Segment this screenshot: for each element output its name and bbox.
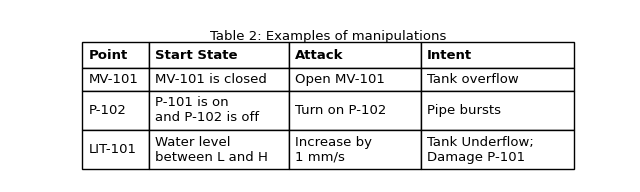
- Bar: [289, 69, 421, 91]
- Bar: [148, 69, 289, 91]
- Bar: [421, 69, 573, 91]
- Bar: [289, 91, 421, 130]
- Bar: [421, 91, 573, 130]
- Text: MV-101: MV-101: [88, 73, 138, 86]
- Text: Water level
between L and H: Water level between L and H: [155, 136, 268, 164]
- Bar: [83, 91, 148, 130]
- Text: MV-101 is closed: MV-101 is closed: [155, 73, 267, 86]
- Text: Pipe bursts: Pipe bursts: [428, 104, 501, 117]
- Text: Tank Underflow;
Damage P-101: Tank Underflow; Damage P-101: [428, 136, 534, 164]
- Text: LIT-101: LIT-101: [88, 143, 136, 156]
- Bar: [421, 130, 573, 169]
- Bar: [83, 130, 148, 169]
- Text: P-101 is on
and P-102 is off: P-101 is on and P-102 is off: [155, 96, 259, 124]
- Text: Open MV-101: Open MV-101: [294, 73, 385, 86]
- Bar: [148, 91, 289, 130]
- Text: Tank overflow: Tank overflow: [428, 73, 519, 86]
- Bar: [289, 42, 421, 69]
- Text: Attack: Attack: [294, 49, 343, 62]
- Text: Increase by
1 mm/s: Increase by 1 mm/s: [294, 136, 372, 164]
- Text: P-102: P-102: [88, 104, 126, 117]
- Text: Intent: Intent: [428, 49, 472, 62]
- Bar: [421, 42, 573, 69]
- Text: Table 2: Examples of manipulations: Table 2: Examples of manipulations: [210, 30, 446, 43]
- Bar: [83, 42, 148, 69]
- Text: Start State: Start State: [155, 49, 237, 62]
- Bar: [83, 69, 148, 91]
- Bar: [148, 42, 289, 69]
- Text: Point: Point: [88, 49, 128, 62]
- Bar: [148, 130, 289, 169]
- Text: Turn on P-102: Turn on P-102: [294, 104, 386, 117]
- Bar: [289, 130, 421, 169]
